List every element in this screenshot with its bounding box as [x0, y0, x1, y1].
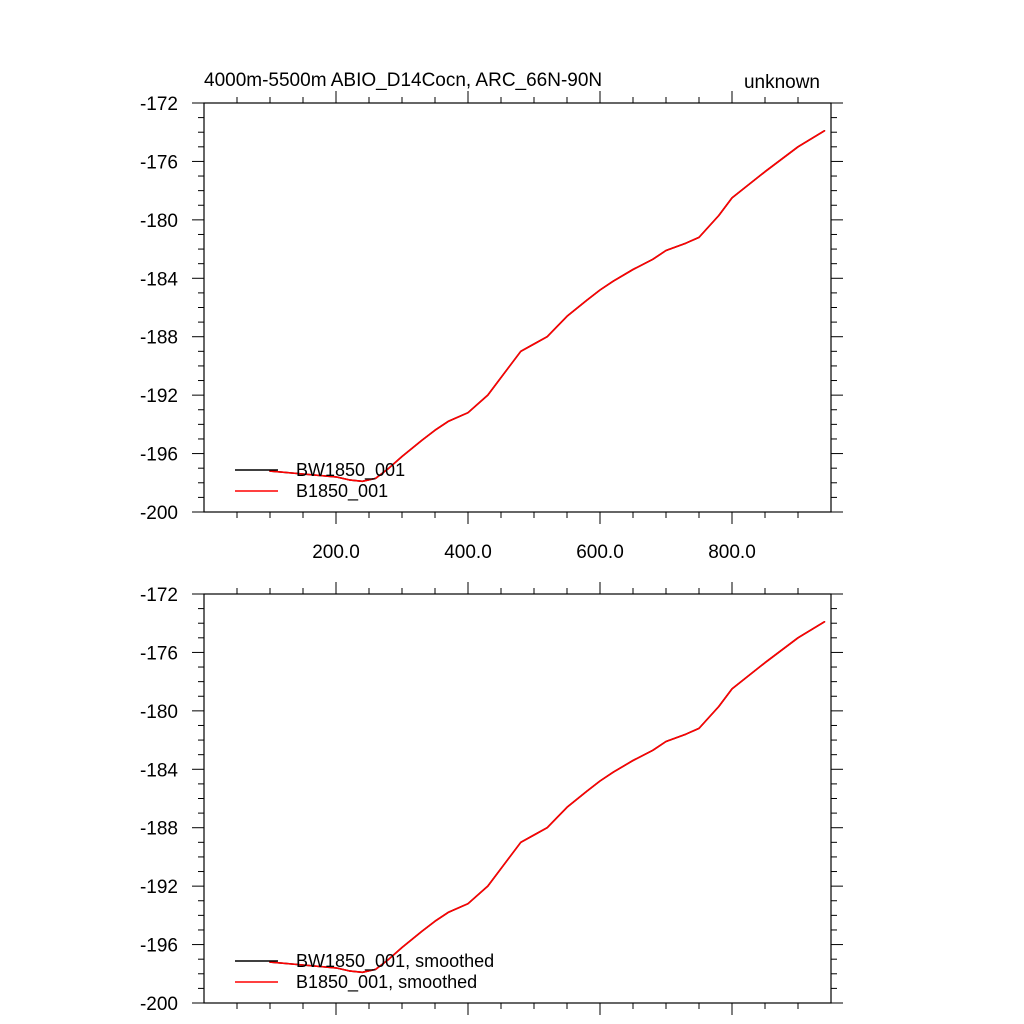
y-tick-label: -184	[140, 269, 178, 290]
bottom-panel: -172 -176 -180 -184 -188 -192 -196 -200 BW1850_0…	[140, 582, 843, 1015]
y-tick-label: -192	[140, 877, 178, 898]
y-tick-label: -188	[140, 328, 178, 349]
top-panel: 4000m-5500m ABIO_D14Cocn, ARC_66N-90N un…	[140, 70, 843, 563]
y-tick-label: -188	[140, 819, 178, 840]
x-tick-label: 600.0	[576, 542, 624, 563]
y-tick-label: -172	[140, 585, 178, 606]
y-tick-label: -172	[140, 94, 178, 115]
x-tick-label: 400.0	[444, 542, 492, 563]
y-tick-label: -200	[140, 994, 178, 1015]
x-tick-label: 800.0	[708, 542, 756, 563]
legend-label: BW1850_001	[296, 460, 405, 481]
y-tick-label: -196	[140, 445, 178, 466]
top-panel-title: 4000m-5500m ABIO_D14Cocn, ARC_66N-90N	[204, 70, 602, 91]
y-tick-label: -192	[140, 386, 178, 407]
y-tick-label: -200	[140, 503, 178, 524]
y-tick-label: -176	[140, 643, 178, 664]
top-panel-subtitle-right: unknown	[744, 72, 820, 93]
y-tick-label: -184	[140, 760, 178, 781]
y-tick-label: -196	[140, 936, 178, 957]
series-line-red	[269, 130, 826, 483]
y-tick-label: -180	[140, 702, 178, 723]
series-line-red	[269, 620, 826, 974]
x-tick-label: 200.0	[312, 542, 360, 563]
legend-label: B1850_001, smoothed	[296, 972, 477, 993]
y-tick-label: -180	[140, 211, 178, 232]
y-tick-label: -176	[140, 152, 178, 173]
legend-label: BW1850_001, smoothed	[296, 951, 494, 972]
legend-label: B1850_001	[296, 481, 388, 502]
